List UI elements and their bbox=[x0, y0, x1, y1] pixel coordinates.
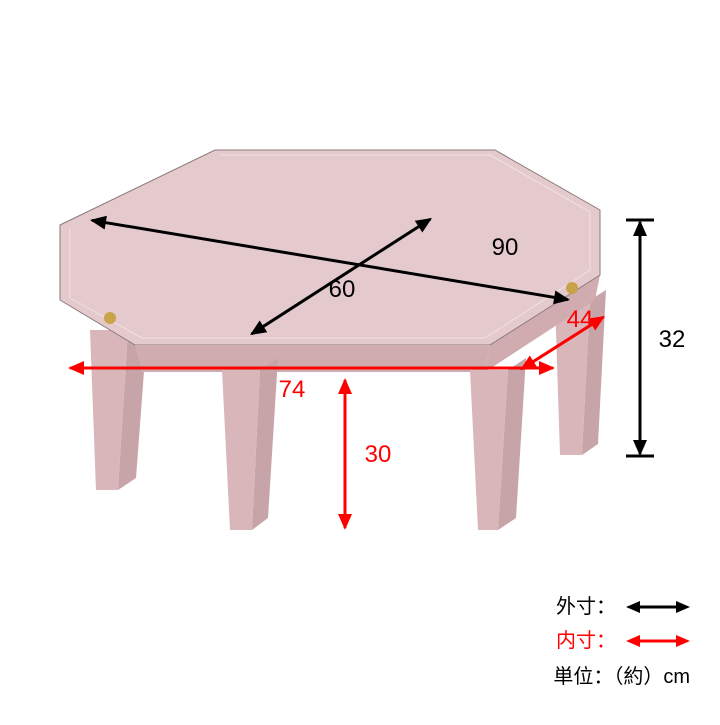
dim-inner30-head-b bbox=[338, 514, 352, 530]
legend-outer-label: 外寸： bbox=[556, 590, 616, 624]
hinge-0 bbox=[104, 312, 116, 324]
legend-outer-arrow-icon bbox=[626, 598, 690, 616]
hinge-1 bbox=[566, 282, 578, 294]
legend-inner-arrow-icon bbox=[626, 632, 690, 650]
legend-inner-label: 内寸： bbox=[556, 624, 616, 658]
legend-inner-row: 内寸： bbox=[553, 624, 690, 658]
dim-inner74-head-b bbox=[539, 361, 555, 375]
dim-inner30-head-a bbox=[338, 378, 352, 394]
dim-label-inner30: 30 bbox=[365, 441, 392, 469]
dim-height32-head-a bbox=[633, 220, 647, 236]
legend-unit: 単位：（約）cm bbox=[553, 660, 690, 694]
dim-label-inner44: 44 bbox=[567, 306, 594, 334]
dim-label-inner74: 74 bbox=[279, 376, 306, 404]
legend-outer-row: 外寸： bbox=[553, 590, 690, 624]
dim-label-width90: 90 bbox=[492, 234, 519, 262]
dim-inner74-head-a bbox=[68, 361, 84, 375]
dim-height32-head-b bbox=[633, 440, 647, 456]
dim-label-depth60: 60 bbox=[329, 276, 356, 304]
diagram-stage: 90 60 32 74 30 44 外寸： 内寸： 単位：（約）cm bbox=[0, 0, 720, 720]
dim-label-height32: 32 bbox=[659, 326, 686, 354]
legend: 外寸： 内寸： 単位：（約）cm bbox=[553, 590, 690, 694]
